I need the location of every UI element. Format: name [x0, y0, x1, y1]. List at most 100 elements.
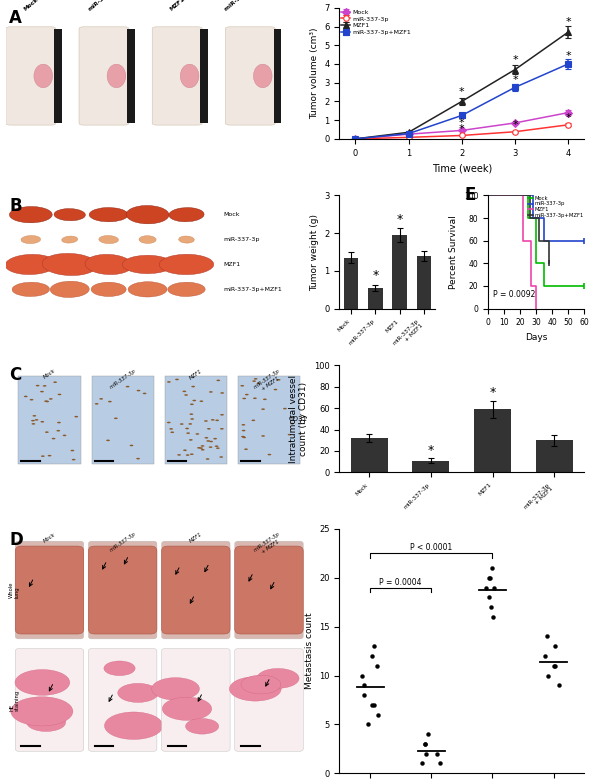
miR-337-3p [484, 191, 491, 200]
Ellipse shape [49, 398, 53, 400]
Mock [525, 213, 532, 223]
Ellipse shape [9, 206, 53, 223]
Point [363, 718, 372, 730]
Ellipse shape [186, 455, 189, 456]
Mock [540, 259, 548, 268]
Ellipse shape [40, 390, 44, 392]
Ellipse shape [114, 418, 118, 419]
Ellipse shape [185, 428, 189, 430]
miR-337-3p [529, 213, 536, 223]
Bar [18, 376, 81, 464]
Text: CD31: CD31 [289, 415, 308, 422]
Point [373, 708, 383, 721]
FancyBboxPatch shape [88, 546, 157, 634]
Y-axis label: Tumor volume (cm³): Tumor volume (cm³) [310, 27, 319, 119]
Ellipse shape [89, 208, 128, 222]
Text: miR-337-3p+MZF1: miR-337-3p+MZF1 [224, 287, 283, 292]
Ellipse shape [11, 697, 73, 726]
Text: B: B [9, 197, 22, 215]
Legend: Mock, miR-337-3p, MZF1, miR-337-3p+MZF1: Mock, miR-337-3p, MZF1, miR-337-3p+MZF1 [342, 9, 411, 35]
Bar [54, 29, 62, 123]
Line: miR-337-3p+MZF1: miR-337-3p+MZF1 [488, 195, 549, 263]
Ellipse shape [191, 386, 195, 387]
Ellipse shape [137, 390, 140, 391]
Ellipse shape [95, 403, 99, 405]
Ellipse shape [206, 458, 209, 460]
Point [550, 659, 560, 672]
Ellipse shape [106, 440, 110, 441]
Text: Whole
lung: Whole lung [9, 582, 20, 598]
FancyBboxPatch shape [235, 546, 303, 634]
Ellipse shape [215, 419, 219, 421]
Ellipse shape [167, 422, 171, 423]
Ellipse shape [62, 236, 78, 243]
Text: MZF1: MZF1 [224, 262, 241, 267]
Text: C: C [9, 366, 21, 384]
Ellipse shape [283, 408, 287, 409]
MZF1 [528, 281, 535, 291]
Bar [274, 29, 281, 123]
Text: Mock: Mock [22, 0, 39, 12]
Line: MZF1: MZF1 [488, 195, 536, 308]
Point [367, 698, 376, 711]
X-axis label: Time (week): Time (week) [432, 163, 492, 173]
Text: miR-337-3p + MZF1: miR-337-3p + MZF1 [224, 0, 277, 12]
FancyBboxPatch shape [15, 546, 84, 634]
Ellipse shape [5, 255, 57, 275]
Ellipse shape [104, 661, 135, 676]
Ellipse shape [195, 433, 199, 435]
Point [540, 650, 550, 662]
Ellipse shape [122, 255, 173, 273]
Ellipse shape [85, 255, 132, 275]
Point [543, 669, 553, 682]
Ellipse shape [190, 404, 194, 405]
Ellipse shape [63, 434, 67, 437]
Point [423, 728, 432, 740]
FancyBboxPatch shape [152, 27, 202, 125]
MZF1 [533, 281, 540, 291]
Point [549, 659, 559, 672]
Mock [533, 259, 540, 268]
Ellipse shape [263, 398, 267, 400]
Ellipse shape [48, 455, 51, 456]
Text: E: E [464, 187, 476, 205]
Text: P < 0.0001: P < 0.0001 [410, 544, 453, 552]
Text: *: * [565, 17, 571, 27]
Text: miR-337-3p
+ MZF1: miR-337-3p + MZF1 [253, 369, 285, 395]
Ellipse shape [219, 456, 223, 458]
Ellipse shape [32, 415, 36, 416]
Ellipse shape [211, 419, 215, 421]
Text: *: * [396, 212, 403, 226]
Ellipse shape [175, 379, 179, 380]
Ellipse shape [72, 458, 76, 460]
MZF1 [520, 191, 527, 200]
Ellipse shape [204, 420, 208, 422]
miR-337-3p+MZF1 [526, 213, 533, 223]
Ellipse shape [57, 430, 60, 432]
Ellipse shape [30, 399, 34, 401]
Ellipse shape [99, 398, 103, 400]
Point [421, 737, 430, 750]
Bar [536, 440, 573, 473]
Ellipse shape [241, 436, 245, 437]
Point [369, 640, 379, 652]
Ellipse shape [288, 433, 291, 436]
Ellipse shape [177, 454, 181, 455]
Bar [127, 29, 135, 123]
Point [367, 650, 376, 662]
Ellipse shape [205, 437, 208, 439]
Text: *: * [459, 87, 464, 97]
Ellipse shape [253, 398, 257, 399]
Ellipse shape [50, 281, 89, 298]
Bar [201, 29, 208, 123]
Ellipse shape [241, 424, 245, 426]
Bar [417, 256, 431, 308]
FancyBboxPatch shape [88, 649, 157, 751]
Ellipse shape [45, 431, 49, 433]
Ellipse shape [185, 719, 219, 734]
Point [484, 572, 493, 584]
Ellipse shape [126, 386, 129, 387]
Mock [533, 213, 540, 223]
Ellipse shape [207, 428, 211, 430]
Point [435, 757, 444, 769]
